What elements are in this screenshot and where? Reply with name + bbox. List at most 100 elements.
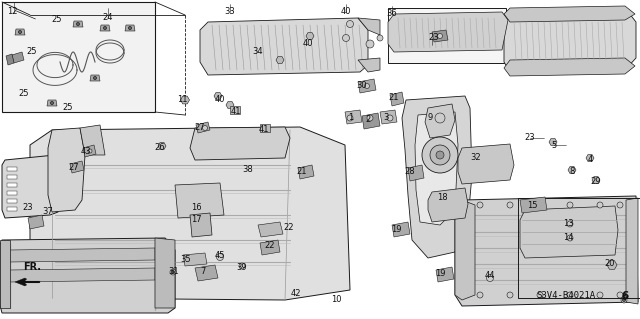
Circle shape [239,263,245,269]
Polygon shape [362,113,380,129]
Text: 25: 25 [52,16,62,25]
Polygon shape [83,145,96,157]
Polygon shape [10,248,155,262]
Text: 23: 23 [429,33,439,42]
Circle shape [365,84,369,88]
Circle shape [367,115,373,121]
Circle shape [104,26,106,29]
Polygon shape [158,143,166,150]
Circle shape [621,297,627,303]
Text: 42: 42 [291,290,301,299]
Polygon shape [592,176,600,183]
Text: 17: 17 [191,216,202,225]
Circle shape [507,292,513,298]
Text: 28: 28 [404,167,415,176]
Text: 23: 23 [525,133,535,143]
Text: 25: 25 [63,103,73,113]
Polygon shape [2,155,58,218]
Polygon shape [260,240,280,255]
Circle shape [19,31,22,33]
Polygon shape [200,18,368,75]
Polygon shape [28,215,44,229]
Polygon shape [276,56,284,63]
Polygon shape [549,138,557,145]
Text: 32: 32 [470,153,481,162]
Text: 29: 29 [591,177,601,187]
Polygon shape [47,100,57,106]
Bar [388,8,506,63]
Polygon shape [358,79,376,93]
Text: 14: 14 [563,234,573,242]
Polygon shape [392,222,410,237]
Polygon shape [70,161,84,173]
Circle shape [567,235,573,241]
Circle shape [172,271,175,273]
Circle shape [623,299,625,301]
Polygon shape [15,29,25,35]
Polygon shape [80,125,105,155]
Text: 27: 27 [68,164,79,173]
Circle shape [422,137,458,173]
Text: 36: 36 [387,10,397,19]
Text: 43: 43 [81,147,92,157]
Circle shape [435,113,445,123]
Bar [7,183,17,187]
Bar [7,191,17,195]
Circle shape [377,35,383,41]
Text: 40: 40 [303,40,313,48]
Polygon shape [15,278,25,286]
Text: 34: 34 [253,48,263,56]
Circle shape [597,202,603,208]
Circle shape [347,115,353,121]
Polygon shape [180,96,189,104]
Polygon shape [195,265,218,281]
Circle shape [346,20,353,27]
Bar [7,207,17,211]
Polygon shape [260,124,270,132]
Polygon shape [345,110,362,124]
Polygon shape [190,213,212,237]
Polygon shape [90,75,100,81]
Text: 25: 25 [19,88,29,98]
Text: 25: 25 [27,48,37,56]
Text: 19: 19 [391,226,401,234]
Polygon shape [2,2,155,112]
Text: 41: 41 [231,108,241,116]
Circle shape [597,292,603,298]
Text: 23: 23 [22,204,33,212]
Circle shape [537,202,543,208]
Text: 33: 33 [225,8,236,17]
Text: 21: 21 [297,167,307,176]
Text: 4: 4 [588,155,593,165]
Bar [7,167,17,171]
Circle shape [617,292,623,298]
Text: 45: 45 [215,250,225,259]
Text: 8: 8 [570,167,575,176]
Circle shape [617,202,623,208]
Circle shape [436,151,444,159]
Text: 27: 27 [195,123,205,132]
Polygon shape [214,93,222,100]
Text: 40: 40 [215,95,225,105]
Text: 24: 24 [103,13,113,23]
Polygon shape [626,198,638,304]
Bar [518,198,640,298]
Polygon shape [0,238,175,313]
Polygon shape [6,54,14,65]
Polygon shape [504,6,635,22]
Polygon shape [12,52,24,63]
Circle shape [477,292,483,298]
Text: 38: 38 [243,166,253,174]
Bar [7,175,17,179]
Polygon shape [358,58,380,72]
Circle shape [430,145,450,165]
Circle shape [202,125,207,130]
Polygon shape [358,18,380,35]
Text: 11: 11 [177,95,188,105]
Circle shape [567,202,573,208]
Polygon shape [155,238,175,308]
Polygon shape [226,101,234,108]
Polygon shape [0,240,10,308]
Circle shape [507,202,513,208]
Text: 6: 6 [621,291,628,301]
